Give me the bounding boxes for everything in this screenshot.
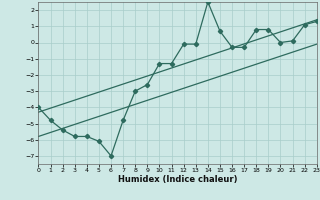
X-axis label: Humidex (Indice chaleur): Humidex (Indice chaleur): [118, 175, 237, 184]
